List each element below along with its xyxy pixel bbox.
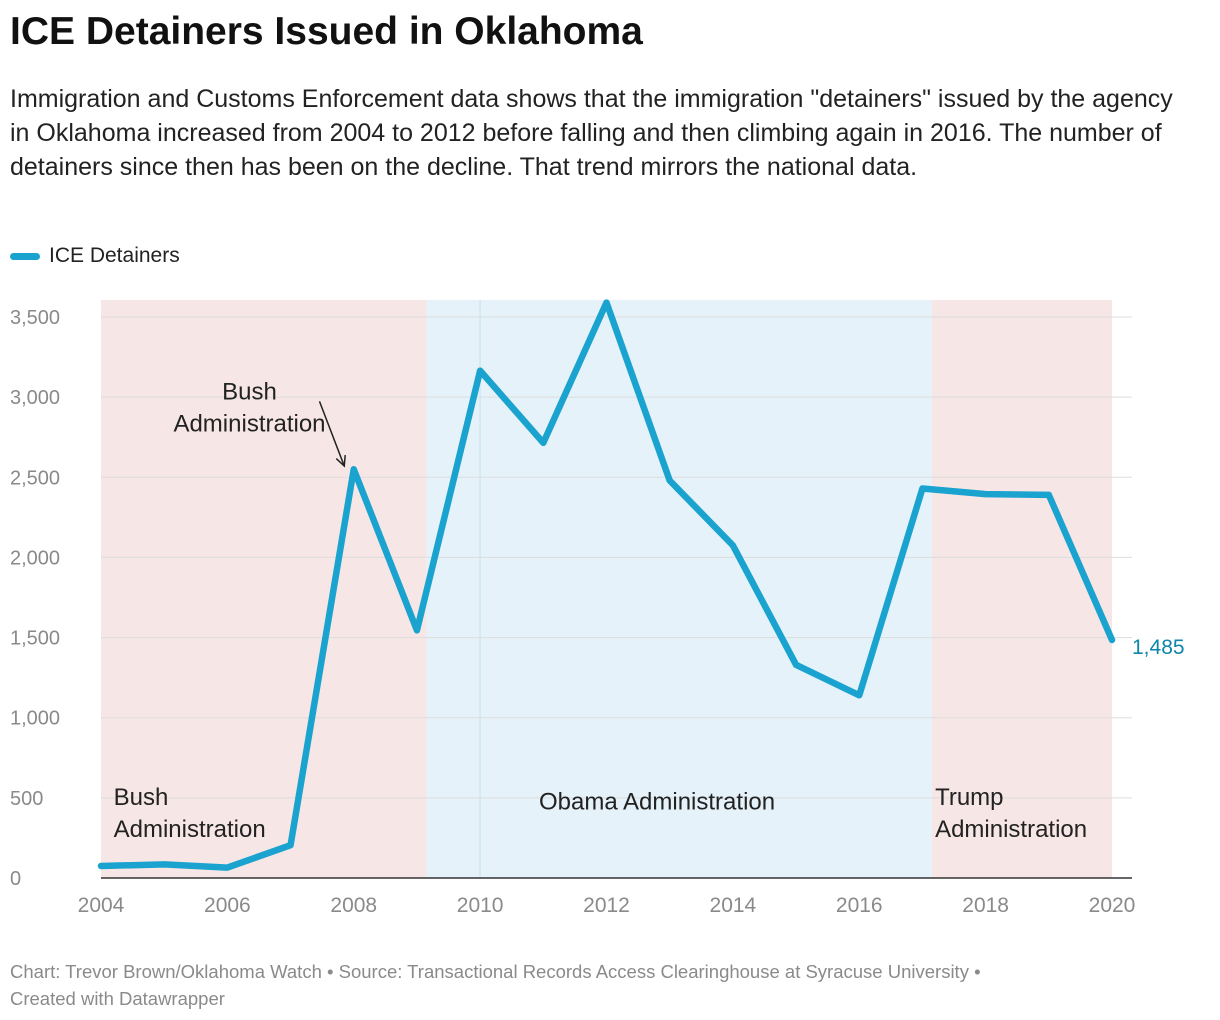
y-tick-label: 1,500 [10, 628, 60, 650]
annotation-arrowhead [335, 455, 346, 468]
annotation-text: Trump [935, 784, 1003, 811]
administration-bands [101, 300, 1112, 878]
range-band-bush [101, 300, 427, 878]
data-point [669, 479, 671, 481]
series-lines [97, 299, 1116, 871]
annotation-text: Bush [114, 784, 169, 811]
annotation-text: Administration [935, 816, 1087, 843]
annotation-text: Administration [173, 410, 325, 437]
x-tick-label: 2010 [457, 894, 504, 917]
data-point [100, 865, 102, 867]
end-value-label: 1,485 [1132, 636, 1185, 659]
data-point [1048, 494, 1050, 496]
data-point [795, 664, 797, 666]
x-tick-label: 2014 [710, 894, 757, 917]
data-point [226, 867, 228, 869]
y-tick-label: 2,500 [10, 467, 60, 489]
y-tick-label: 3,500 [10, 307, 60, 329]
data-point [606, 302, 607, 304]
data-point [542, 442, 544, 444]
data-point [416, 629, 418, 631]
x-tick-label: 2012 [583, 894, 630, 917]
chart-footer: Chart: Trevor Brown/Oklahoma Watch • Sou… [10, 958, 1200, 1012]
data-point [1111, 639, 1113, 641]
x-tick-label: 2006 [204, 894, 251, 917]
range-band-obama [426, 300, 932, 878]
y-tick-label: 0 [10, 868, 21, 890]
footer-created-with: Created with Datawrapper [10, 988, 225, 1009]
x-tick-label: 2016 [836, 894, 883, 917]
end-value-label-text: 1,485 [1132, 636, 1185, 659]
x-tick-label: 2020 [1089, 894, 1136, 917]
data-point [921, 488, 923, 490]
data-point [479, 370, 481, 372]
data-point [163, 863, 165, 865]
x-tick-label: 2004 [78, 894, 125, 917]
legend: ICE Detainers [10, 244, 180, 268]
data-point [290, 844, 292, 846]
annotation-text: Bush [222, 378, 277, 405]
x-tick-label: 2008 [330, 894, 377, 917]
y-tick-label: 2,000 [10, 547, 60, 569]
x-tick-label: 2018 [962, 894, 1009, 917]
gridlines [101, 300, 1132, 879]
y-axis-tick-labels: 0 500 1,000 1,500 2,000 2,500 3,000 3,500 [10, 307, 60, 890]
x-axis-tick-labels: 2004 2006 2008 2010 2012 2014 2016 2018 2020 [78, 894, 1136, 917]
legend-swatch [10, 252, 40, 260]
legend-label: ICE Detainers [49, 244, 180, 267]
footer-credit: Chart: Trevor Brown/Oklahoma Watch • Sou… [10, 961, 981, 982]
annotation-text: Obama Administration [539, 789, 775, 816]
y-tick-label: 1,000 [10, 708, 60, 730]
annotations: Bush Administration Obama Administration Tr… [114, 378, 1087, 843]
data-point [732, 544, 734, 546]
range-band-trump [931, 300, 1112, 878]
chart-subtitle: Immigration and Customs Enforcement data… [10, 85, 1173, 181]
data-point [985, 493, 987, 495]
data-point [858, 694, 860, 696]
y-tick-label: 3,000 [10, 387, 60, 409]
y-tick-label: 500 [10, 788, 43, 810]
annotation-text: Administration [114, 816, 266, 843]
annotation-arrow [318, 401, 345, 467]
data-point [353, 468, 355, 470]
chart-title: ICE Detainers Issued in Oklahoma [10, 10, 643, 53]
